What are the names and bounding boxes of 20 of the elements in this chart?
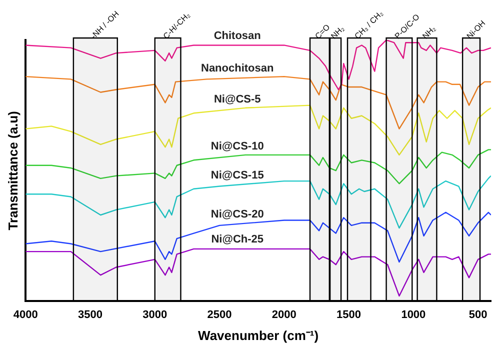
x-axis-title: Wavenumber (cm⁻¹) [198, 328, 319, 343]
x-tick-label: 1000 [401, 308, 426, 321]
series-label: Ni@CS-20 [210, 208, 264, 221]
band-label: -NH / -OH [89, 9, 121, 41]
x-tick-label: 500 [468, 308, 488, 321]
series-label: Nanochitosan [200, 62, 274, 75]
series-label: Ni@CS-10 [210, 140, 264, 152]
y-axis-title: Transmittance (a.u) [5, 111, 20, 230]
band-label: NH₂ [420, 24, 438, 41]
x-tick-label: 3000 [142, 308, 168, 321]
x-tick-label: 2000 [272, 308, 296, 321]
band-label: NH₂ [329, 24, 346, 41]
x-tick-label: 2500 [207, 308, 232, 321]
x-tick-label: 4000 [13, 308, 38, 321]
series-label: Ni@CS-5 [214, 93, 261, 106]
series-label: Ni@CS-15 [210, 169, 264, 182]
x-tick-label: 1500 [336, 308, 362, 321]
series-label: Chitosan [214, 30, 262, 42]
x-tick-label: 3500 [78, 308, 102, 321]
series-label: Ni@Ch-25 [211, 233, 264, 246]
